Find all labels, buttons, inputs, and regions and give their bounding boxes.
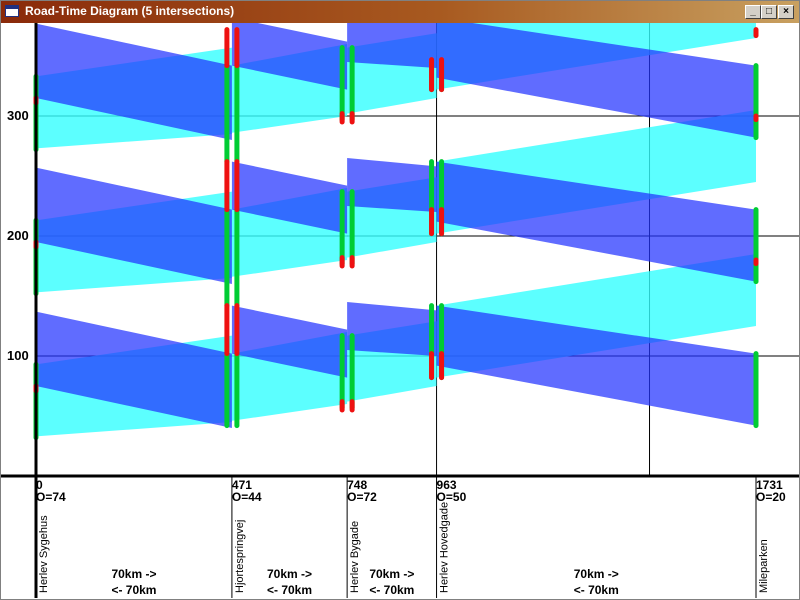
intersection-offset: O=74: [36, 490, 66, 504]
segment-backward-speed: <- 70km: [369, 583, 414, 597]
window-app-icon: [5, 5, 19, 17]
intersection-position: 471: [232, 478, 252, 492]
y-tick-label: 300: [7, 108, 29, 123]
intersection-name: Mileparken: [758, 539, 770, 593]
backward-green-band: [347, 23, 437, 68]
backward-green-band: [347, 302, 437, 356]
close-icon: ×: [783, 6, 789, 17]
minimize-button[interactable]: _: [745, 5, 761, 19]
y-tick-label: 200: [7, 228, 29, 243]
segment-forward-speed: 70km ->: [574, 567, 619, 581]
title-bar[interactable]: Road-Time Diagram (5 intersections) _ □ …: [1, 1, 799, 23]
intersection-position: 963: [437, 478, 457, 492]
segment-forward-speed: 70km ->: [111, 567, 156, 581]
intersection-name: Herlev Hovedgade: [439, 502, 451, 593]
backward-green-band: [436, 161, 756, 282]
intersection-offset: O=20: [756, 490, 786, 504]
backward-green-band: [231, 23, 348, 90]
segment-backward-speed: <- 70km: [111, 583, 156, 597]
y-tick-label: 100: [7, 348, 29, 363]
backward-green-band: [231, 305, 348, 378]
intersection-name: Herlev Sygehus: [38, 515, 50, 593]
intersection-offset: O=44: [232, 490, 262, 504]
road-time-plot: 100 200 300 0 O=74 Herlev Sygehus 471 O=44 Hjort…: [1, 23, 799, 599]
intersection-name: Hjortespringvej: [234, 520, 246, 593]
backward-green-band: [36, 311, 232, 428]
minimize-icon: _: [750, 6, 756, 17]
backward-green-band: [231, 161, 348, 234]
segment-backward-speed: <- 70km: [574, 583, 619, 597]
segment-backward-speed: <- 70km: [267, 583, 312, 597]
backward-green-band: [347, 158, 437, 212]
intersection-position: 748: [347, 478, 367, 492]
backward-green-band: [436, 23, 756, 138]
intersection-position: 1731: [756, 478, 783, 492]
segment-forward-speed: 70km ->: [267, 567, 312, 581]
maximize-icon: □: [765, 6, 773, 17]
backward-green-band: [436, 305, 756, 426]
intersection-name: Herlev Bygade: [349, 521, 361, 593]
backward-green-band: [36, 23, 232, 141]
close-button[interactable]: ×: [778, 5, 794, 19]
intersection-offset: O=72: [347, 490, 377, 504]
intersection-position: 0: [36, 478, 43, 492]
backward-green-band: [36, 167, 232, 284]
maximize-button[interactable]: □: [761, 5, 777, 19]
window-title: Road-Time Diagram (5 intersections): [25, 4, 235, 18]
intersection-offset: O=50: [437, 490, 467, 504]
segment-forward-speed: 70km ->: [369, 567, 414, 581]
